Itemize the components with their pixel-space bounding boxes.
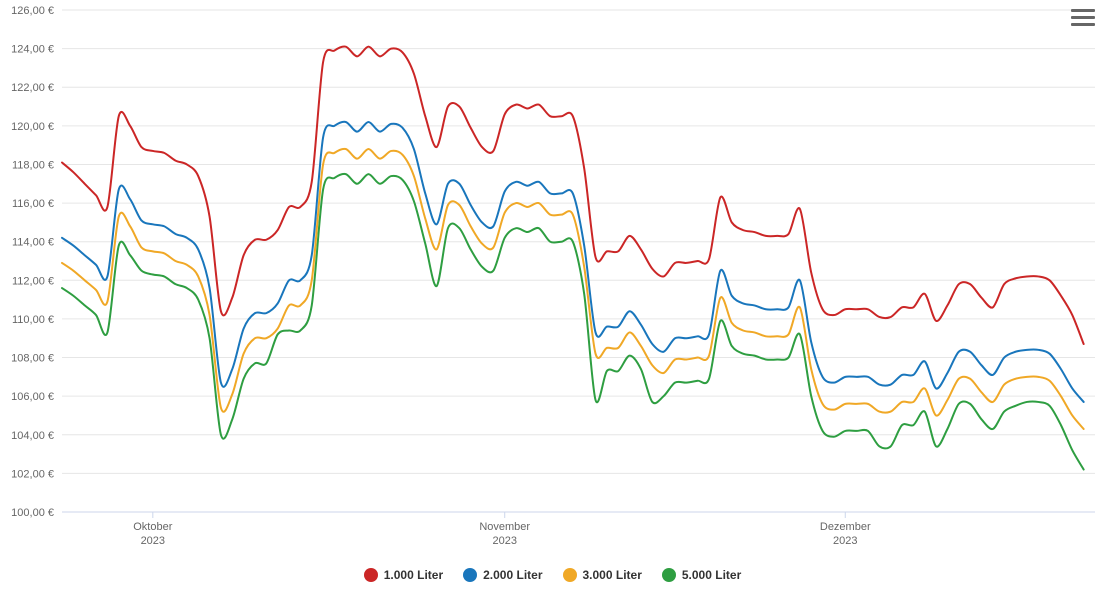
price-chart: 100,00 € 102,00 € 104,00 € 106,00 € 108,00 €… xyxy=(0,0,1105,603)
legend-swatch xyxy=(463,568,477,582)
series-5000-line[interactable] xyxy=(62,174,1084,470)
y-axis-label: 114,00 € xyxy=(12,237,54,249)
y-axis-label: 126,00 € xyxy=(11,5,54,17)
legend-item[interactable]: 2.000 Liter xyxy=(463,568,542,582)
legend-item[interactable]: 5.000 Liter xyxy=(662,568,741,582)
y-axis-label: 118,00 € xyxy=(12,159,54,171)
chart-canvas: 100,00 € 102,00 € 104,00 € 106,00 € 108,00 €… xyxy=(0,0,1105,603)
y-axis-label: 102,00 € xyxy=(11,468,54,480)
legend-label: 3.000 Liter xyxy=(583,568,642,582)
legend-item[interactable]: 3.000 Liter xyxy=(563,568,642,582)
chart-menu-button[interactable] xyxy=(1071,6,1095,28)
legend-swatch xyxy=(364,568,378,582)
x-axis-label: Dezember xyxy=(820,521,871,533)
legend-label: 1.000 Liter xyxy=(384,568,443,582)
x-axis-label: Oktober xyxy=(133,521,172,533)
y-axis-label: 112,00 € xyxy=(12,275,54,287)
y-axis-label: 124,00 € xyxy=(11,44,54,56)
hamburger-line xyxy=(1071,23,1095,26)
y-axis-label: 116,00 € xyxy=(12,198,54,210)
y-axis-label: 100,00 € xyxy=(11,507,54,519)
y-axis-label: 110,00 € xyxy=(12,314,54,326)
hamburger-line xyxy=(1071,16,1095,19)
legend-swatch xyxy=(563,568,577,582)
y-axis-label: 104,00 € xyxy=(11,430,54,442)
legend-item[interactable]: 1.000 Liter xyxy=(364,568,443,582)
chart-legend: 1.000 Liter 2.000 Liter 3.000 Liter 5.000 L… xyxy=(0,568,1105,585)
legend-label: 5.000 Liter xyxy=(682,568,741,582)
x-axis-label: 2023 xyxy=(141,535,165,547)
legend-swatch xyxy=(662,568,676,582)
hamburger-line xyxy=(1071,9,1095,12)
x-axis-label: November xyxy=(479,521,530,533)
x-axis-label: 2023 xyxy=(492,535,516,547)
y-axis-label: 120,00 € xyxy=(11,121,54,133)
y-axis-label: 122,00 € xyxy=(11,82,54,94)
y-axis-label: 106,00 € xyxy=(11,391,54,403)
y-axis-label: 108,00 € xyxy=(11,353,54,365)
x-axis-label: 2023 xyxy=(833,535,857,547)
legend-label: 2.000 Liter xyxy=(483,568,542,582)
